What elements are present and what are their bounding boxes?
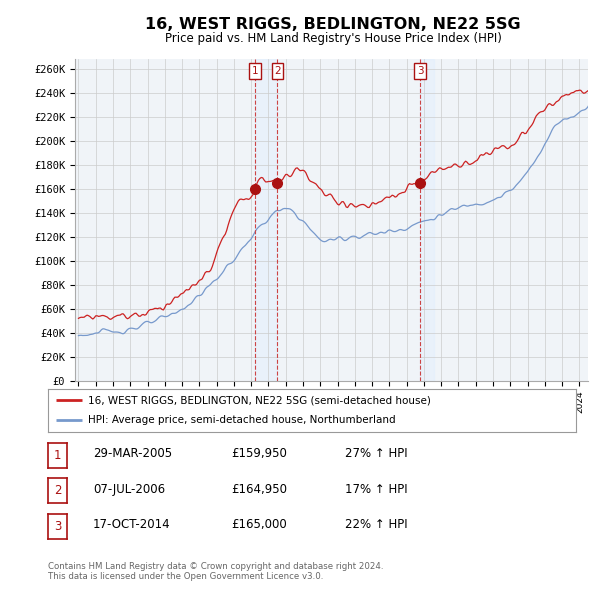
Text: 07-JUL-2006: 07-JUL-2006	[93, 483, 165, 496]
Text: 1: 1	[54, 449, 61, 462]
Text: HPI: Average price, semi-detached house, Northumberland: HPI: Average price, semi-detached house,…	[88, 415, 395, 425]
Text: 17-OCT-2014: 17-OCT-2014	[93, 518, 170, 531]
Bar	[256, 59, 277, 381]
Text: 3: 3	[417, 66, 424, 76]
Text: £159,950: £159,950	[231, 447, 287, 460]
Text: 22% ↑ HPI: 22% ↑ HPI	[345, 518, 407, 531]
Bar	[420, 59, 434, 381]
Text: 2: 2	[54, 484, 61, 497]
Text: 2: 2	[274, 66, 281, 76]
Text: Contains HM Land Registry data © Crown copyright and database right 2024.
This d: Contains HM Land Registry data © Crown c…	[48, 562, 383, 581]
Text: 3: 3	[54, 520, 61, 533]
Text: 16, WEST RIGGS, BEDLINGTON, NE22 5SG (semi-detached house): 16, WEST RIGGS, BEDLINGTON, NE22 5SG (se…	[88, 395, 430, 405]
Text: Price paid vs. HM Land Registry's House Price Index (HPI): Price paid vs. HM Land Registry's House …	[164, 32, 502, 45]
Text: 1: 1	[252, 66, 259, 76]
Text: £165,000: £165,000	[231, 518, 287, 531]
Text: 16, WEST RIGGS, BEDLINGTON, NE22 5SG: 16, WEST RIGGS, BEDLINGTON, NE22 5SG	[145, 17, 521, 31]
Text: 29-MAR-2005: 29-MAR-2005	[93, 447, 172, 460]
Text: £164,950: £164,950	[231, 483, 287, 496]
Text: 27% ↑ HPI: 27% ↑ HPI	[345, 447, 407, 460]
Text: 17% ↑ HPI: 17% ↑ HPI	[345, 483, 407, 496]
